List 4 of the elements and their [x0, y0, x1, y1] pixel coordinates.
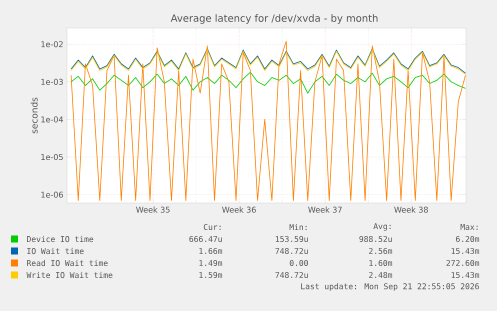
line-series	[70, 40, 466, 201]
y-axis-title: seconds	[30, 98, 38, 134]
line-series	[70, 72, 466, 94]
chart-title: Average latency for /dev/xvda - by month	[170, 14, 378, 24]
